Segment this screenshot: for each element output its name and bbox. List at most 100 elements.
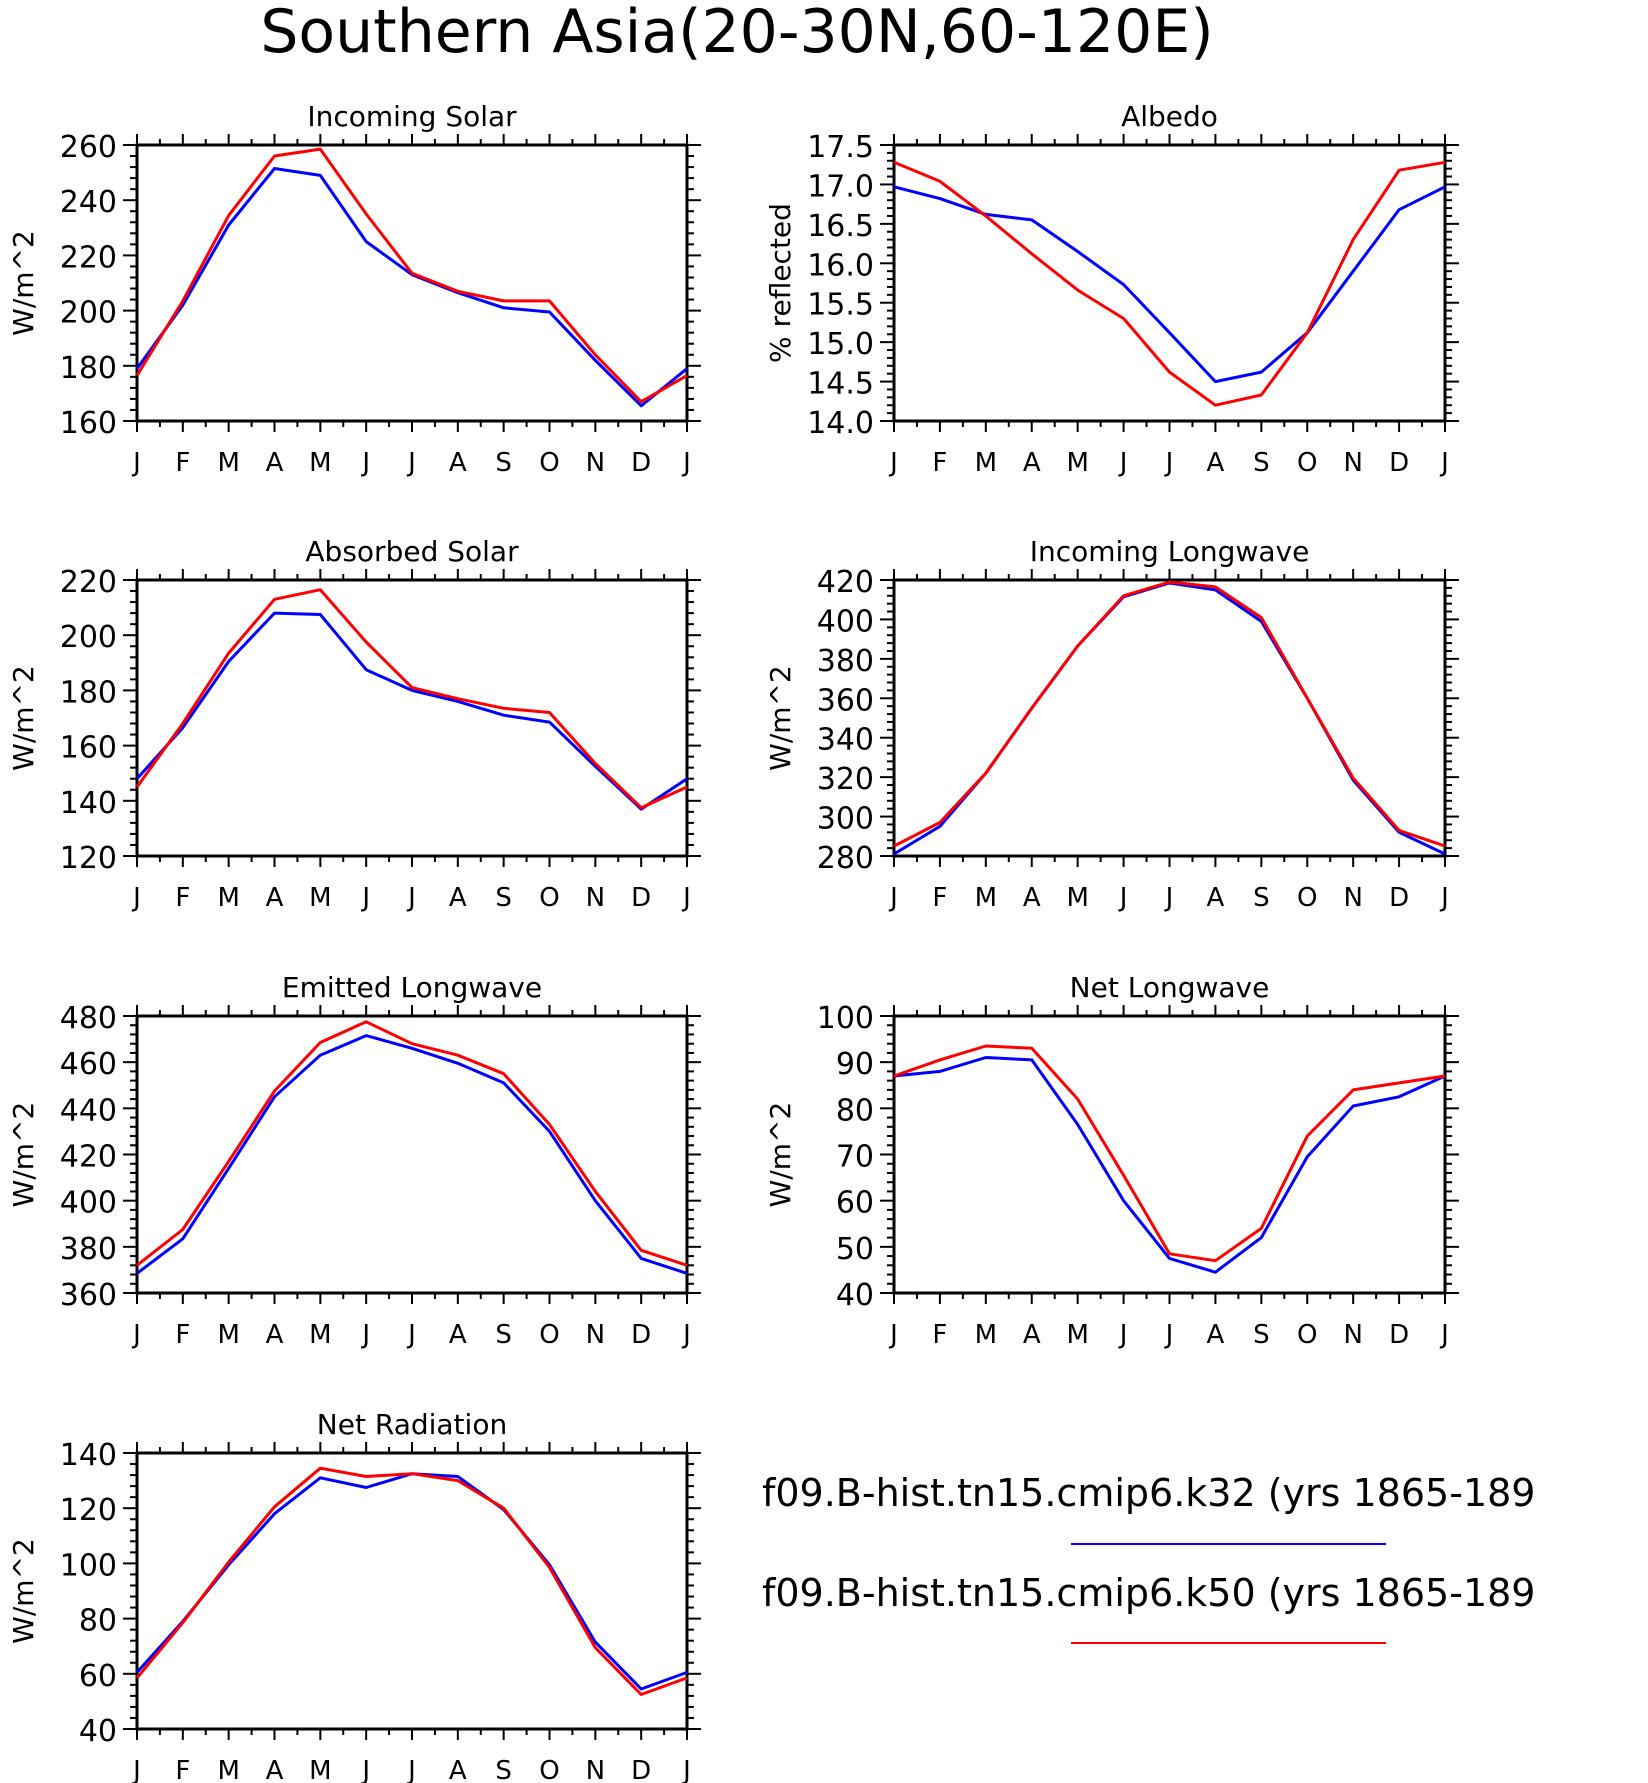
y-tick-label: 400 (60, 1186, 117, 1221)
chart-title: Incoming Solar (307, 100, 517, 133)
x-tick-label: F (932, 1320, 947, 1350)
x-tick-label: J (1118, 1320, 1128, 1350)
x-tick-label: J (360, 448, 370, 478)
y-tick-label: 15.5 (807, 288, 874, 323)
y-tick-label: 16.0 (807, 248, 874, 283)
x-tick-label: S (495, 1756, 512, 1783)
x-tick-label: J (681, 1320, 691, 1350)
x-tick-label: F (175, 883, 190, 913)
plot-frame (892, 578, 1447, 858)
x-tick-label: M (309, 448, 331, 478)
x-tick-label: O (539, 1320, 559, 1350)
y-tick-label: 90 (836, 1047, 874, 1082)
x-tick-label: O (1297, 1320, 1317, 1350)
y-tick-label: 50 (836, 1232, 874, 1267)
y-tick-label: 40 (836, 1278, 874, 1313)
x-tick-label: F (932, 448, 947, 478)
x-tick-label: D (1389, 883, 1409, 913)
x-tick-label: J (406, 448, 416, 478)
y-axis-label: W/m^2 (7, 1102, 40, 1208)
series-line-k50 (135, 588, 688, 810)
y-tick-label: 120 (60, 1493, 117, 1528)
x-tick-label: O (539, 448, 559, 478)
x-tick-label: J (131, 1756, 141, 1783)
chart-1: J F M A M J J A S O N D J160180200220240260Incoming … (7, 100, 701, 478)
x-tick-label: J (1439, 883, 1449, 913)
x-tick-label: A (1023, 883, 1041, 913)
x-tick-label: S (495, 448, 512, 478)
chart-5: J F M A M J J A S O N D J360380400420440460480Emitte… (7, 971, 701, 1350)
y-tick-label: 100 (817, 1001, 874, 1036)
series-line-k32 (893, 1056, 1446, 1274)
plot-frame (135, 578, 689, 858)
plot-frame (892, 143, 1447, 423)
x-tick-label: A (1207, 448, 1225, 478)
x-tick-label: M (309, 883, 331, 913)
x-tick-label: J (360, 1756, 370, 1783)
y-tick-label: 460 (60, 1047, 117, 1082)
x-tick-label: A (266, 448, 284, 478)
series-line-k32 (893, 581, 1446, 856)
x-tick-label: J (360, 1320, 370, 1350)
x-tick-label: M (975, 1320, 997, 1350)
x-tick-label: S (495, 1320, 512, 1350)
chart-3: J F M A M J J A S O N D J120140160180200220Absorbed … (7, 535, 701, 913)
y-tick-label: 220 (60, 240, 117, 275)
y-tick-label: 17.5 (807, 130, 874, 165)
x-tick-label: M (309, 1320, 331, 1350)
x-tick-label: O (539, 1756, 559, 1783)
x-tick-label: A (449, 1756, 467, 1783)
series-line-k32 (135, 611, 688, 811)
y-tick-label: 16.5 (807, 209, 874, 244)
series-line-k50 (136, 1020, 688, 1267)
y-tick-label: 100 (60, 1548, 117, 1583)
chart-4: J F M A M J J A S O N D J280300320340360380400420Inc… (764, 535, 1459, 913)
y-axis-label: % reflected (764, 203, 797, 363)
y-tick-label: 140 (60, 1438, 117, 1473)
x-tick-label: N (1343, 448, 1362, 478)
y-tick-label: 160 (60, 406, 117, 441)
legend-label-k50: f09.B-hist.tn15.cmip6.k50 (yrs 1865-189 (762, 1571, 1535, 1615)
legend-label-k32: f09.B-hist.tn15.cmip6.k32 (yrs 1865-189 (762, 1471, 1535, 1515)
y-tick-label: 340 (817, 723, 874, 758)
y-axis-label: W/m^2 (7, 230, 40, 336)
x-tick-label: A (266, 1756, 284, 1783)
x-tick-label: J (406, 1320, 416, 1350)
x-tick-label: F (175, 448, 190, 478)
chart-2: J F M A M J J A S O N D J14.014.515.015.516.016.517.… (764, 100, 1459, 478)
y-tick-label: 200 (60, 620, 117, 655)
chart-title: Net Radiation (317, 1408, 507, 1441)
y-tick-label: 320 (817, 762, 874, 797)
x-tick-label: F (932, 883, 947, 913)
chart-title: Net Longwave (1070, 971, 1270, 1004)
x-tick-label: D (631, 1320, 651, 1350)
y-tick-label: 70 (836, 1140, 874, 1175)
x-tick-label: O (1297, 448, 1317, 478)
y-tick-label: 180 (60, 351, 117, 386)
y-tick-label: 480 (60, 1001, 117, 1036)
x-tick-label: A (1207, 1320, 1225, 1350)
y-tick-label: 400 (817, 604, 874, 639)
y-tick-label: 60 (836, 1186, 874, 1221)
x-tick-label: N (1343, 1320, 1362, 1350)
x-tick-label: J (888, 448, 898, 478)
x-tick-label: J (131, 883, 141, 913)
x-tick-label: A (266, 883, 284, 913)
x-tick-label: J (1439, 448, 1449, 478)
x-tick-label: A (1207, 883, 1225, 913)
y-axis-label: W/m^2 (7, 1538, 40, 1644)
x-tick-label: J (888, 1320, 898, 1350)
x-tick-label: M (217, 883, 239, 913)
x-tick-label: M (217, 1320, 239, 1350)
y-tick-label: 180 (60, 675, 117, 710)
y-tick-label: 14.0 (807, 406, 874, 441)
y-tick-label: 300 (817, 802, 874, 837)
x-tick-label: J (681, 883, 691, 913)
y-tick-label: 420 (817, 565, 874, 600)
series-line-k50 (135, 1466, 688, 1696)
x-tick-label: M (217, 1756, 239, 1783)
x-tick-label: D (631, 883, 651, 913)
x-tick-label: J (1164, 1320, 1174, 1350)
x-tick-label: N (586, 1320, 605, 1350)
